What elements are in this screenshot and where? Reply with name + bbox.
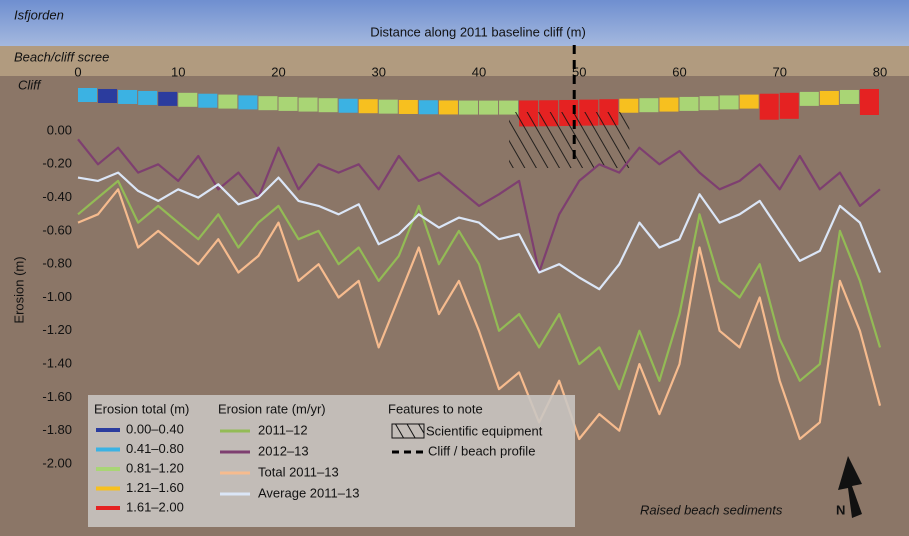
x-tick-label: 0 [74,64,81,79]
cliff-label: Cliff [18,77,42,92]
y-tick-label: 0.00 [47,122,72,137]
cliff-segment [820,91,839,105]
cliff-segment [720,95,739,109]
legend-label: 1.21–1.60 [126,480,184,495]
legend-label: 2011–12 [258,422,308,437]
cliff-segment [258,96,277,110]
cliff-segment [780,93,799,119]
cliff-segment [700,96,719,110]
x-tick-label: 10 [171,64,185,79]
cliff-segment [138,91,157,105]
cliff-segment [760,94,779,120]
cliff-segment [659,98,678,112]
legend-label: Average 2011–13 [258,485,359,500]
cliff-segment [459,101,478,115]
y-tick-label: -0.20 [42,156,72,171]
chart: Isfjorden Beach/cliff scree Cliff Distan… [0,0,909,536]
cliff-segment [639,98,658,112]
cliff-segment [339,99,358,113]
cliff-segment [840,90,859,104]
cliff-segment [238,95,257,109]
y-tick-label: -0.60 [42,222,72,237]
cliff-segment [98,89,117,103]
y-tick-label: -1.80 [42,422,72,437]
cliff-segment [278,97,297,111]
cliff-segment [158,92,177,106]
y-tick-label: -1.20 [42,322,72,337]
legend-title: Features to note [388,401,483,416]
y-tick-label: -0.80 [42,256,72,271]
y-tick-label: -1.60 [42,389,72,404]
cliff-segment [78,88,97,102]
cliff-segment [740,95,759,109]
x-tick-label: 20 [271,64,285,79]
y-tick-label: -0.40 [42,189,72,204]
cliff-segment [800,92,819,106]
legend-label: 1.61–2.00 [126,499,184,514]
legend-swatch [392,424,424,438]
equipment-area [509,112,629,168]
sediments-label: Raised beach sediments [640,502,783,517]
y-tick-label: -1.00 [42,289,72,304]
legend-label: 0.81–1.20 [126,460,184,475]
cliff-segment [479,101,498,115]
legend-label: 0.00–0.40 [126,421,184,436]
cliff-segment [419,100,438,114]
y-tick-label: -2.00 [42,455,72,470]
legend-label: Scientific equipment [426,423,543,438]
y-tick-label: -1.40 [42,356,72,371]
cliff-segment [218,95,237,109]
cliff-segment [399,100,418,114]
beach-label: Beach/cliff scree [14,49,109,64]
cliff-segment [860,89,879,115]
cliff-segment [118,90,137,104]
legend-label: 0.41–0.80 [126,441,184,456]
cliff-segment [299,98,318,112]
y-axis-title: Erosion (m) [11,256,26,323]
cliff-segment [379,100,398,114]
cliff-segment [178,93,197,107]
sea-label: Isfjorden [14,7,64,22]
legend-label: Cliff / beach profile [428,443,535,458]
legend-title: Erosion rate (m/yr) [218,401,326,416]
cliff-segment [619,99,638,113]
x-tick-label: 70 [772,64,786,79]
cliff-segment [439,100,458,114]
x-tick-label: 80 [873,64,887,79]
cliff-segment [679,97,698,111]
legend-title: Erosion total (m) [94,401,189,416]
x-axis-title: Distance along 2011 baseline cliff (m) [370,24,586,39]
x-tick-label: 40 [472,64,486,79]
legend-label: 2012–13 [258,443,309,458]
x-tick-label: 30 [372,64,386,79]
x-tick-label: 60 [672,64,686,79]
cliff-segment [319,98,338,112]
north-label: N [836,502,845,517]
legend-label: Total 2011–13 [258,464,339,479]
cliff-segment [359,99,378,113]
cliff-segment [198,94,217,108]
